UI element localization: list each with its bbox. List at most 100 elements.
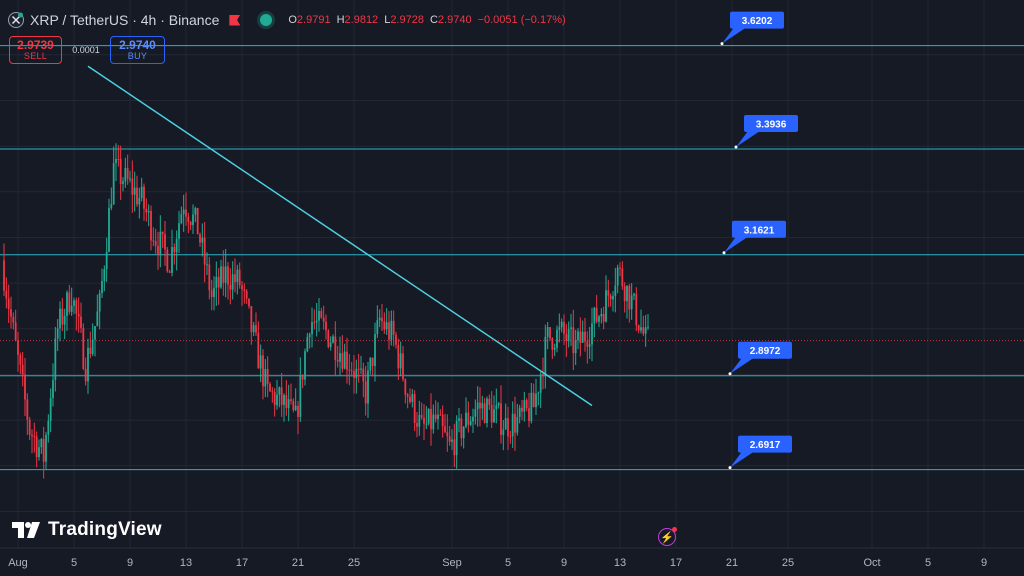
candle-body xyxy=(336,359,339,362)
candle-body xyxy=(430,408,432,430)
candle-body xyxy=(238,269,241,286)
candle-body xyxy=(637,325,640,331)
candle-body xyxy=(245,291,248,299)
candle-body xyxy=(318,310,320,321)
candle-body xyxy=(565,334,568,341)
candle-body xyxy=(248,298,250,307)
market-open-dot-icon xyxy=(260,14,273,26)
candle-body xyxy=(217,276,220,288)
level-label[interactable]: 2.6917 xyxy=(728,435,793,470)
candle-body xyxy=(334,336,337,360)
candle-body xyxy=(369,357,372,371)
candle-body xyxy=(451,439,453,442)
candle-body xyxy=(502,429,505,435)
candle-body xyxy=(595,307,598,322)
candle-body xyxy=(392,320,395,335)
candle-body xyxy=(192,214,194,226)
flag-icon[interactable] xyxy=(229,14,241,26)
candle-body xyxy=(383,321,386,330)
candle-body xyxy=(544,336,547,377)
candle-body xyxy=(399,353,402,369)
level-label[interactable]: 3.1621 xyxy=(722,220,787,255)
candle-body xyxy=(35,436,38,458)
candle-body xyxy=(159,231,162,255)
candle-body xyxy=(45,434,47,462)
buy-button[interactable]: 2.9740 BUY xyxy=(110,36,165,64)
candle-body xyxy=(19,354,22,365)
x-tick-label: 9 xyxy=(561,557,567,569)
sell-button[interactable]: 2.9739 SELL xyxy=(9,36,62,64)
candle-body xyxy=(521,407,523,412)
candle-body xyxy=(574,340,577,354)
candle-body xyxy=(630,295,633,310)
candle-body xyxy=(61,308,64,325)
candle-body xyxy=(600,313,603,317)
x-tick-label: 13 xyxy=(180,557,192,569)
candle-body xyxy=(171,247,173,273)
candle-body xyxy=(227,266,229,285)
candle-body xyxy=(252,325,255,333)
candle-body xyxy=(42,439,45,462)
candle-body xyxy=(54,338,57,380)
candle-body xyxy=(602,313,605,322)
x-tick-label: Sep xyxy=(442,557,462,569)
candle-body xyxy=(185,209,187,217)
candle-body xyxy=(535,393,537,408)
level-label[interactable]: 2.8972 xyxy=(728,341,793,376)
candle-body xyxy=(66,292,68,316)
candle-body xyxy=(213,287,215,297)
logo-text: TradingView xyxy=(48,519,162,540)
candle-body xyxy=(483,403,486,424)
xrp-coin-icon[interactable] xyxy=(8,12,24,28)
symbol-title[interactable]: XRP / TetherUS · 4h · Binance xyxy=(30,12,220,28)
candle-body xyxy=(24,374,26,400)
candle-body xyxy=(91,339,94,354)
candle-body xyxy=(509,436,512,438)
candle-body xyxy=(495,405,498,410)
candle-body xyxy=(73,300,75,306)
level-label[interactable]: 3.3936 xyxy=(734,115,799,149)
candle-body xyxy=(234,274,236,282)
x-tick-label: 17 xyxy=(236,557,248,569)
candle-body xyxy=(201,237,204,243)
candle-body xyxy=(434,414,437,420)
candle-body xyxy=(266,369,269,384)
candle-body xyxy=(292,401,295,411)
candle-body xyxy=(623,286,626,302)
candle-body xyxy=(110,204,113,208)
candle-body xyxy=(563,321,565,335)
candle-body xyxy=(453,439,456,456)
candle-body xyxy=(164,234,166,250)
candle-body xyxy=(390,320,393,340)
candle-body xyxy=(432,414,435,430)
candle-body xyxy=(362,368,365,382)
candle-body xyxy=(490,404,493,423)
candle-body xyxy=(572,327,575,354)
candle-body xyxy=(458,418,460,421)
level-label-text: 3.3936 xyxy=(756,120,787,131)
candle-body xyxy=(101,281,103,294)
candle-body xyxy=(243,289,246,292)
candle-body xyxy=(182,209,185,215)
candle-body xyxy=(161,231,164,235)
candle-body xyxy=(479,402,481,409)
candle-body xyxy=(355,368,358,378)
tradingview-logo[interactable]: TradingView xyxy=(12,519,162,541)
candle-body xyxy=(129,178,131,180)
candle-body xyxy=(581,331,584,343)
candle-body xyxy=(567,328,570,341)
x-tick-label: 17 xyxy=(670,557,682,569)
trendline-line[interactable] xyxy=(87,65,593,407)
candle-body xyxy=(52,379,54,399)
candle-body xyxy=(287,399,290,408)
candle-body xyxy=(173,247,176,253)
candle-body xyxy=(420,415,423,418)
candle-body xyxy=(427,408,430,424)
level-label[interactable]: 3.6202 xyxy=(720,11,785,46)
lightning-icon[interactable]: ⚡ xyxy=(658,527,677,546)
candle-body xyxy=(374,334,376,366)
candle-body xyxy=(486,398,488,424)
candle-body xyxy=(5,290,8,299)
candle-body xyxy=(276,394,278,406)
